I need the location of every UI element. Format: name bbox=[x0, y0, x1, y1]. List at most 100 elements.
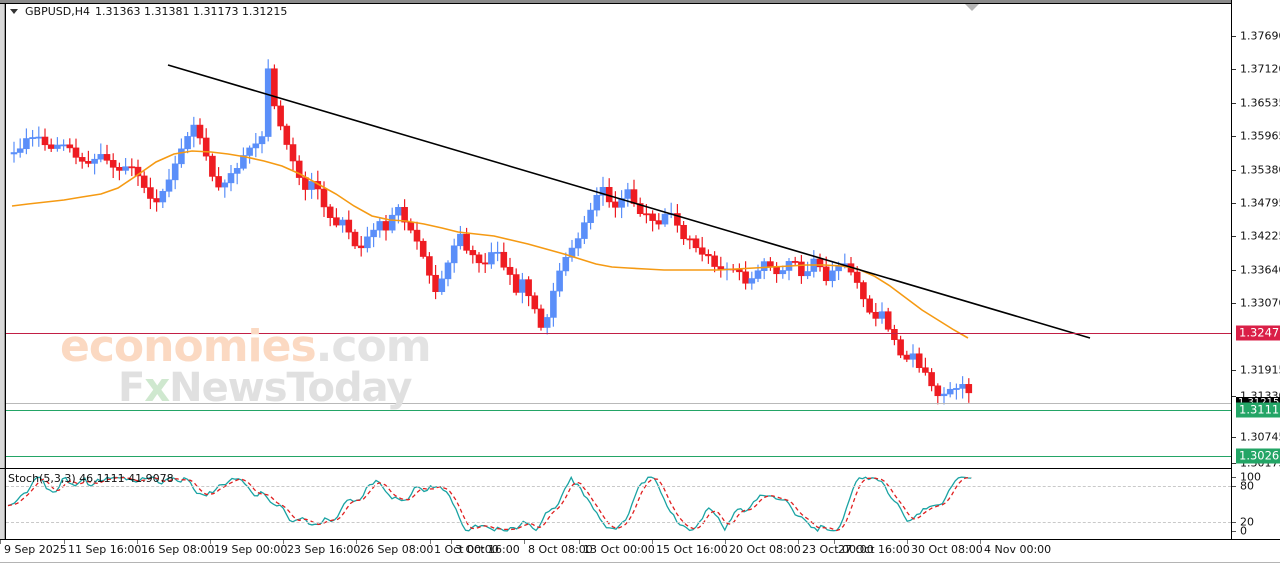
candle bbox=[16, 138, 24, 158]
window-top-border-inner bbox=[0, 3, 1280, 4]
time-axis-label: 23 Oct 00:00 bbox=[802, 543, 874, 556]
candle bbox=[240, 147, 247, 171]
candle bbox=[922, 357, 929, 376]
candle bbox=[116, 162, 123, 181]
time-axis-label: 13 Oct 00:00 bbox=[583, 543, 655, 556]
ohlc-values: 1.31363 1.31381 1.31173 1.31215 bbox=[94, 5, 288, 18]
price-badge-red[interactable]: 1.32478 bbox=[1236, 325, 1280, 341]
time-tick bbox=[524, 540, 525, 544]
candle bbox=[450, 238, 458, 273]
support-level-line-2 bbox=[6, 456, 1231, 457]
candle bbox=[184, 132, 191, 154]
candle bbox=[227, 164, 235, 192]
candle bbox=[209, 153, 216, 182]
price-tick-label: 1.35965 bbox=[1240, 129, 1280, 143]
candle bbox=[54, 137, 61, 152]
candle bbox=[159, 188, 167, 209]
candle bbox=[47, 138, 55, 152]
candle bbox=[215, 167, 222, 191]
candle bbox=[78, 152, 86, 169]
candle bbox=[605, 178, 613, 208]
candle bbox=[543, 314, 551, 335]
candle bbox=[66, 138, 74, 153]
price-tick-label: 1.35380 bbox=[1240, 163, 1280, 177]
triangle-down-marker-icon bbox=[965, 4, 979, 11]
stoch-tick bbox=[1232, 477, 1236, 478]
time-tick bbox=[356, 540, 357, 544]
candle bbox=[97, 143, 105, 163]
time-axis-label: 30 Oct 08:00 bbox=[911, 543, 983, 556]
candle bbox=[444, 260, 452, 287]
candle bbox=[283, 123, 291, 150]
time-axis-label: 11 Sep 16:00 bbox=[68, 543, 142, 556]
candle bbox=[339, 217, 346, 233]
candle bbox=[612, 191, 619, 218]
price-tick-label: 1.34225 bbox=[1240, 229, 1280, 243]
price-tick bbox=[1232, 170, 1236, 171]
candle bbox=[23, 128, 30, 155]
price-tick bbox=[1232, 69, 1236, 70]
stoch-level-label: 100 bbox=[1240, 470, 1261, 484]
price-tick bbox=[1232, 36, 1236, 37]
price-tick bbox=[1232, 463, 1236, 464]
price-tick bbox=[1232, 303, 1236, 304]
stoch-level-label: 20 bbox=[1240, 515, 1254, 529]
candle bbox=[872, 302, 880, 327]
time-tick bbox=[798, 540, 799, 544]
price-badge-green[interactable]: 1.31110 bbox=[1236, 402, 1280, 418]
price-tick bbox=[1232, 437, 1236, 438]
time-tick bbox=[137, 540, 138, 544]
candle bbox=[413, 221, 421, 250]
candle bbox=[692, 235, 700, 253]
stochastic-pane[interactable] bbox=[6, 470, 1231, 539]
candle bbox=[512, 268, 520, 296]
candle bbox=[202, 128, 210, 161]
candle bbox=[258, 131, 266, 154]
time-tick bbox=[907, 540, 908, 544]
price-chart-pane[interactable] bbox=[6, 4, 1231, 467]
time-axis-label: 4 Nov 00:00 bbox=[984, 543, 1052, 556]
candle bbox=[674, 204, 681, 233]
chart-header-legend: GBPUSD,H4 1.31363 1.31381 1.31173 1.3121… bbox=[10, 5, 287, 18]
price-tick-label: 1.37120 bbox=[1240, 62, 1280, 76]
candle bbox=[698, 236, 706, 262]
candle bbox=[60, 139, 67, 151]
candle bbox=[884, 307, 892, 332]
candle bbox=[109, 153, 117, 179]
candle bbox=[419, 238, 427, 259]
candle bbox=[965, 378, 973, 403]
candle bbox=[153, 189, 160, 212]
time-axis-label: 1 Oct 00:00 bbox=[434, 543, 499, 556]
candle bbox=[289, 137, 297, 171]
price-tick-label: 1.36535 bbox=[1240, 96, 1280, 110]
trendline[interactable] bbox=[167, 64, 1091, 339]
candle bbox=[909, 344, 917, 368]
stoch-level-label: 0 bbox=[1240, 524, 1247, 538]
candle bbox=[897, 335, 904, 359]
candle bbox=[636, 197, 644, 217]
candle bbox=[624, 182, 632, 207]
candle bbox=[35, 126, 43, 147]
left-scroll-rail[interactable] bbox=[0, 4, 5, 539]
candle bbox=[128, 158, 136, 177]
time-axis-label: 9 Sep 2025 bbox=[4, 543, 67, 556]
candle bbox=[798, 254, 805, 284]
candle bbox=[494, 241, 501, 262]
candle bbox=[866, 295, 873, 315]
time-axis-label: 3 Oct 16:00 bbox=[455, 543, 520, 556]
candle bbox=[655, 213, 663, 230]
candle bbox=[748, 271, 756, 290]
candle bbox=[680, 221, 687, 245]
price-tick-label: 1.33640 bbox=[1240, 263, 1280, 277]
candle bbox=[736, 263, 743, 281]
candle bbox=[903, 350, 911, 363]
triangle-down-icon[interactable] bbox=[10, 9, 18, 14]
time-axis[interactable]: 9 Sep 2025 11 Sep 16:00 16 Sep 08:00 19 Sep… bbox=[0, 540, 1280, 562]
candle bbox=[587, 202, 594, 230]
price-badge-green[interactable]: 1.30262 bbox=[1236, 448, 1280, 464]
time-axis-label: 20 Oct 08:00 bbox=[729, 543, 801, 556]
candle bbox=[140, 171, 148, 194]
candle bbox=[525, 276, 532, 307]
candle bbox=[295, 155, 303, 186]
